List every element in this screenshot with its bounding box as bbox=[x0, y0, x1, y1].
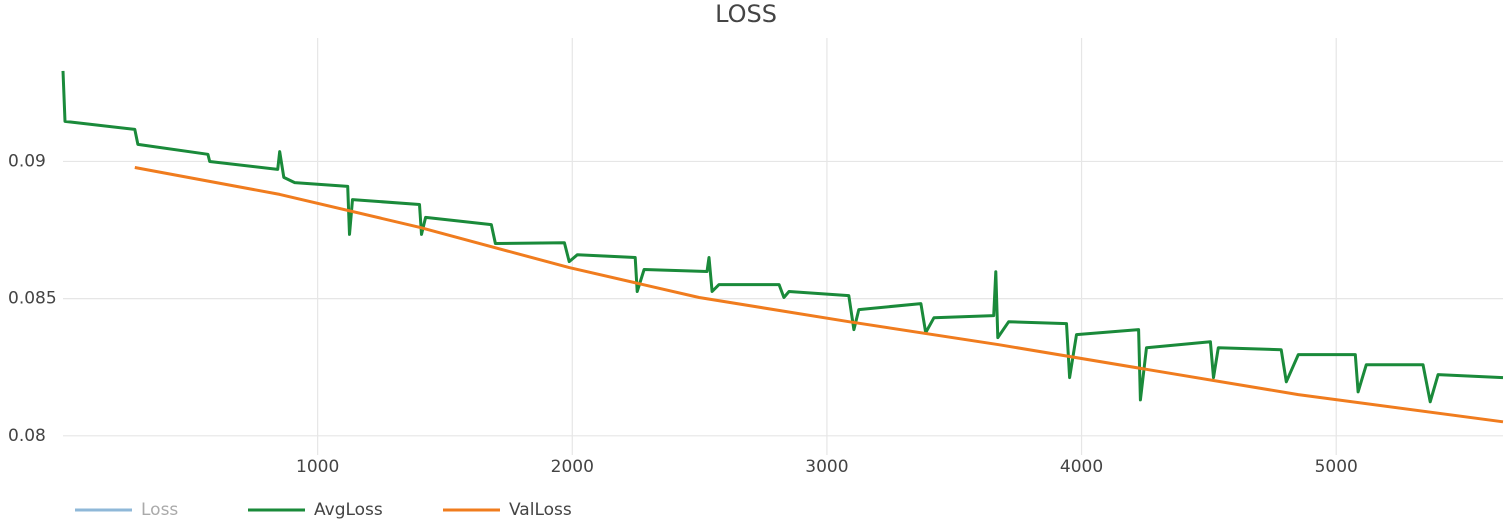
legend-label[interactable]: ValLoss bbox=[509, 500, 572, 520]
y-tick-label: 0.085 bbox=[8, 289, 57, 309]
chart-title: LOSS bbox=[715, 0, 777, 28]
data-line bbox=[61, 70, 1504, 404]
x-tick-label: 2000 bbox=[551, 457, 594, 477]
x-tick-label: 1000 bbox=[296, 457, 339, 477]
x-tick-label: 3000 bbox=[805, 457, 848, 477]
legend-label[interactable]: AvgLoss bbox=[314, 500, 383, 520]
x-tick-label: 5000 bbox=[1315, 457, 1358, 477]
x-tick-label: 4000 bbox=[1060, 457, 1103, 477]
data-line bbox=[134, 166, 1504, 424]
y-tick-label: 0.08 bbox=[8, 426, 46, 446]
y-tick-label: 0.09 bbox=[8, 151, 46, 171]
legend-label[interactable]: Loss bbox=[141, 500, 178, 520]
